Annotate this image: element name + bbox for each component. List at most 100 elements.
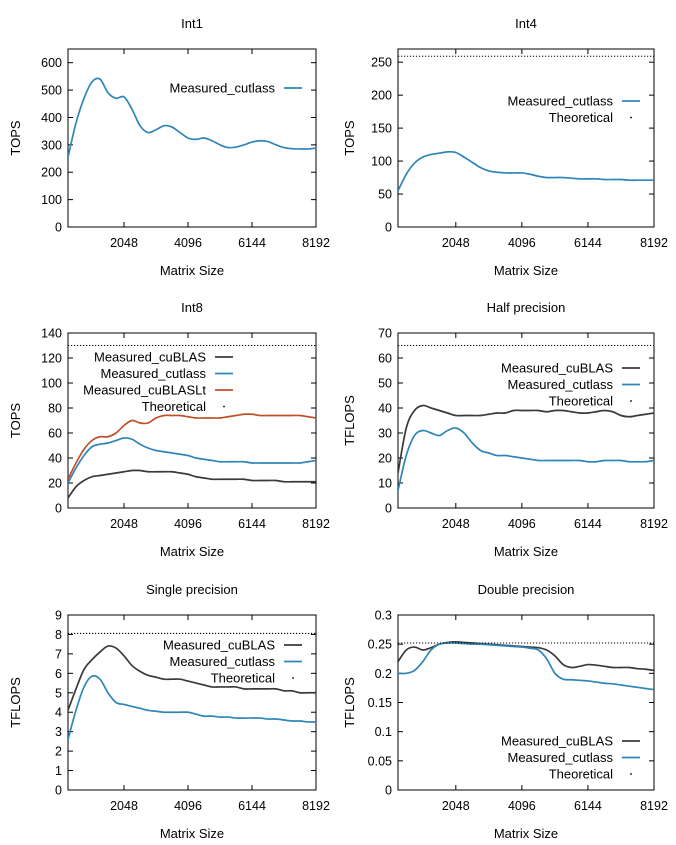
y-tick-label: 30 <box>378 427 392 441</box>
x-axis-label: Matrix Size <box>494 544 558 559</box>
legend-label: Measured_cutlass <box>508 377 614 392</box>
series-line-measured-cutlass <box>398 642 654 691</box>
chart-title: Int1 <box>181 16 203 31</box>
y-tick-label: 20 <box>48 477 62 491</box>
series-line-measured-cutlass <box>398 427 654 491</box>
legend-label: Measured_cutlass <box>170 654 276 669</box>
chart-title: Int4 <box>515 16 537 31</box>
chart-title: Single precision <box>146 582 238 597</box>
y-tick-label: 0.2 <box>375 667 392 681</box>
legend-label: Measured_cutlass <box>508 750 614 765</box>
y-axis-label: TOPS <box>342 120 357 155</box>
x-tick-label: 4096 <box>508 517 536 531</box>
y-tick-label: 5 <box>55 686 62 700</box>
plot-frame <box>67 48 317 228</box>
y-tick-label: 150 <box>371 122 392 136</box>
legend-swatch <box>630 400 632 402</box>
chart-0: Int1 0 100 200 300 400 500 600 2048 4096 6144 8192 M… <box>8 16 330 278</box>
x-tick-label: 6144 <box>238 236 266 250</box>
y-tick-label: 0 <box>55 221 62 235</box>
y-tick-label: 0 <box>385 784 392 798</box>
plot-frame <box>397 48 655 228</box>
legend-swatch <box>630 116 632 119</box>
chart-1: Int4 0 50 100 150 200 250 2048 4096 6144 8192 Matri… <box>342 16 668 278</box>
legend-label: Measured_cutlass <box>508 94 614 109</box>
x-tick-label: 8192 <box>302 236 330 250</box>
series-line-measured-cutlass <box>398 150 654 192</box>
x-tick-label: 2048 <box>110 799 138 813</box>
series-line-measured-cublas <box>398 404 654 474</box>
y-tick-label: 10 <box>378 477 392 491</box>
y-axis-label: TOPS <box>8 120 23 155</box>
x-tick-label: 2048 <box>442 236 470 250</box>
legend-label: Measured_cuBLAS <box>501 361 613 376</box>
x-tick-label: 4096 <box>174 236 202 250</box>
legend-label: Theoretical <box>211 671 275 686</box>
y-tick-label: 0 <box>385 221 392 235</box>
x-tick-label: 6144 <box>238 799 266 813</box>
y-tick-label: 40 <box>378 402 392 416</box>
legend-swatch <box>630 773 632 775</box>
y-tick-label: 120 <box>41 352 62 366</box>
series-line-measured-cutlass <box>68 674 316 740</box>
x-tick-label: 6144 <box>574 799 602 813</box>
legend-swatch <box>292 677 294 679</box>
x-tick-label: 8192 <box>302 517 330 531</box>
y-tick-label: 300 <box>41 138 62 152</box>
x-tick-label: 2048 <box>442 517 470 531</box>
y-tick-label: 0 <box>385 502 392 516</box>
legend-label: Theoretical <box>549 394 613 409</box>
legend-label: Measured_cuBLAS <box>94 350 206 365</box>
y-tick-label: 0 <box>55 502 62 516</box>
legend-label: Measured_cuBLAS <box>501 734 613 749</box>
x-tick-label: 6144 <box>238 517 266 531</box>
chart-4: Single precision 0 1 2 3 4 5 6 7 8 9 2048 4096 6144 81… <box>8 582 330 841</box>
legend-label: Measured_cutlass <box>170 81 276 96</box>
y-tick-label: 9 <box>55 609 62 623</box>
y-tick-label: 4 <box>55 706 62 720</box>
y-tick-label: 1 <box>55 764 62 778</box>
legend-label: Measured_cuBLASLt <box>83 383 206 398</box>
legend-label: Measured_cutlass <box>101 366 207 381</box>
x-tick-label: 4096 <box>508 799 536 813</box>
y-tick-label: 100 <box>41 193 62 207</box>
y-tick-label: 60 <box>378 352 392 366</box>
x-tick-label: 6144 <box>574 517 602 531</box>
y-tick-label: 80 <box>48 402 62 416</box>
y-axis-label: TFLOPS <box>342 395 357 446</box>
chart-3: Half precision 0 10 20 30 40 50 60 70 2048 4096 614… <box>342 300 668 559</box>
chart-title: Int8 <box>181 300 203 315</box>
y-tick-label: 50 <box>378 188 392 202</box>
y-tick-label: 200 <box>371 89 392 103</box>
y-tick-label: 70 <box>378 327 392 341</box>
x-tick-label: 6144 <box>574 236 602 250</box>
x-tick-label: 2048 <box>442 799 470 813</box>
x-tick-label: 8192 <box>640 517 668 531</box>
legend-label: Theoretical <box>549 767 613 782</box>
legend-swatch <box>223 405 225 408</box>
x-tick-label: 8192 <box>302 799 330 813</box>
y-tick-label: 6 <box>55 667 62 681</box>
y-tick-label: 0.05 <box>368 754 392 768</box>
y-tick-label: 40 <box>48 452 62 466</box>
x-tick-label: 8192 <box>640 799 668 813</box>
y-tick-label: 50 <box>378 377 392 391</box>
series-line-measured-cublas <box>68 469 316 499</box>
y-tick-label: 500 <box>41 84 62 98</box>
chart-title: Half precision <box>487 300 566 315</box>
series-line-measured-cutlass <box>68 77 316 158</box>
y-tick-label: 400 <box>41 111 62 125</box>
x-axis-label: Matrix Size <box>160 263 224 278</box>
y-tick-label: 8 <box>55 628 62 642</box>
y-axis-label: TFLOPS <box>8 677 23 728</box>
y-tick-label: 2 <box>55 745 62 759</box>
chart-5: Double precision 0 0.05 0.1 0.15 0.2 0.25 0.3 20… <box>342 582 668 841</box>
y-tick-label: 3 <box>55 725 62 739</box>
chart-title: Double precision <box>478 582 575 597</box>
x-tick-label: 4096 <box>508 236 536 250</box>
series-line-measured-cutlass <box>68 437 316 484</box>
x-tick-label: 2048 <box>110 236 138 250</box>
x-axis-label: Matrix Size <box>494 826 558 841</box>
y-tick-label: 250 <box>371 56 392 70</box>
